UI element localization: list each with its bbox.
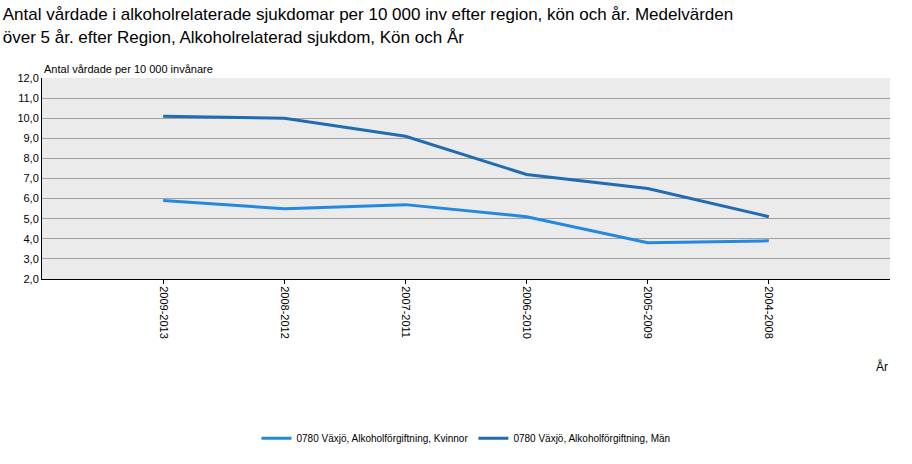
svg-text:11,0: 11,0 <box>18 92 39 104</box>
svg-text:0780 Växjö, Alkoholförgiftning: 0780 Växjö, Alkoholförgiftning, Kvinnor <box>297 433 469 444</box>
svg-text:0780 Växjö, Alkoholförgiftning: 0780 Växjö, Alkoholförgiftning, Män <box>513 433 670 444</box>
svg-text:4,0: 4,0 <box>24 233 39 245</box>
svg-text:2007-2011: 2007-2011 <box>400 286 412 338</box>
svg-text:År: År <box>876 359 888 374</box>
svg-text:3,0: 3,0 <box>24 253 39 265</box>
svg-text:9,0: 9,0 <box>24 132 39 144</box>
svg-text:2,0: 2,0 <box>24 273 39 285</box>
svg-text:5,0: 5,0 <box>24 213 39 225</box>
svg-text:6,0: 6,0 <box>24 192 39 204</box>
svg-text:12,0: 12,0 <box>17 72 38 84</box>
svg-text:8,0: 8,0 <box>24 152 39 164</box>
svg-text:Antal vårdade per 10 000 invån: Antal vårdade per 10 000 invånare <box>44 63 213 75</box>
svg-text:2008-2012: 2008-2012 <box>279 286 291 339</box>
svg-text:2004-2008: 2004-2008 <box>763 286 775 339</box>
svg-text:2006-2010: 2006-2010 <box>521 286 533 339</box>
svg-text:2009-2013: 2009-2013 <box>158 286 170 339</box>
svg-text:10,0: 10,0 <box>17 112 38 124</box>
svg-text:7,0: 7,0 <box>24 172 39 184</box>
svg-text:2005-2009: 2005-2009 <box>642 286 654 339</box>
svg-text:Antal vårdade i alkoholrelater: Antal vårdade i alkoholrelaterade sjukdo… <box>3 5 734 46</box>
